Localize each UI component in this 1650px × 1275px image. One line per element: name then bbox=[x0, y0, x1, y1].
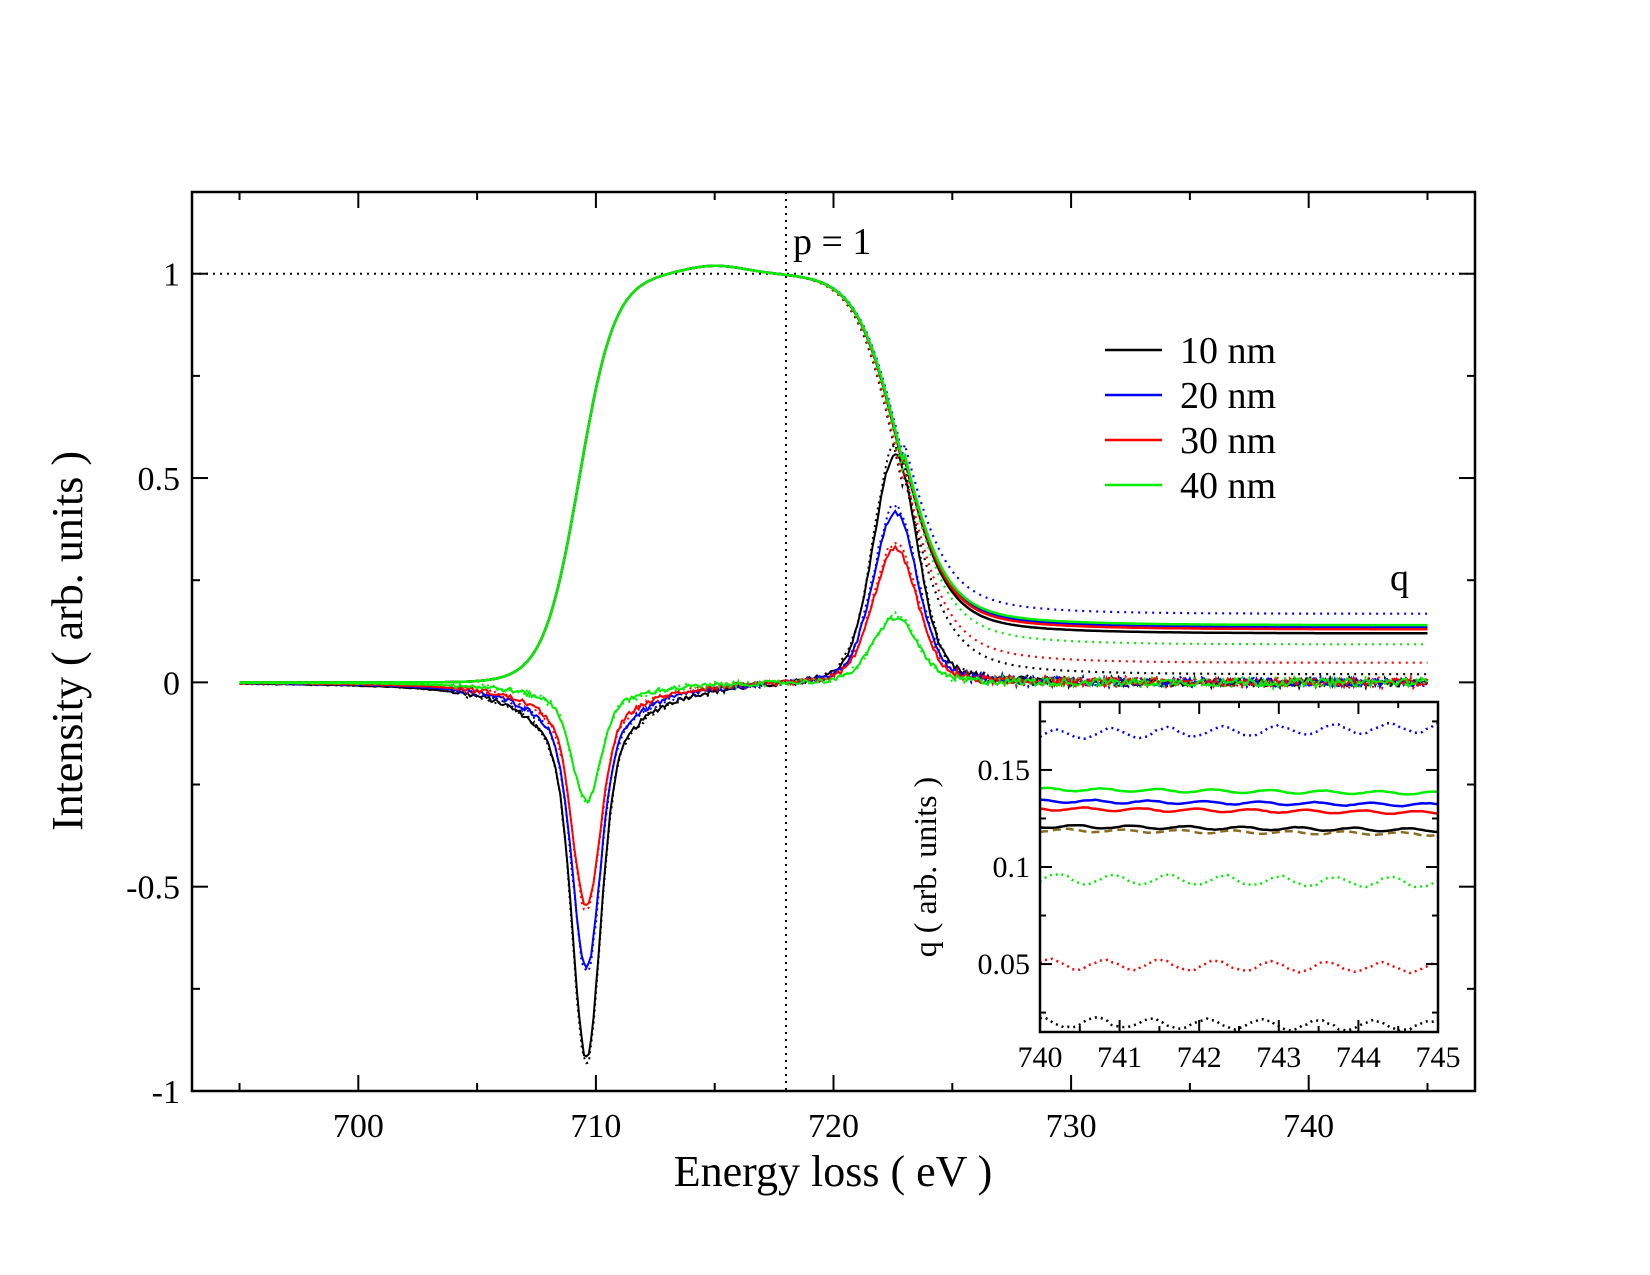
inset-x-tick-label: 741 bbox=[1097, 1041, 1142, 1074]
inset-line-20-nm-dotted bbox=[1039, 721, 1439, 741]
inset-background bbox=[1040, 702, 1438, 1032]
inset-x-tick-label: 745 bbox=[1416, 1041, 1461, 1074]
inset-line-40-nm-dotted bbox=[1039, 872, 1439, 889]
main-axis-ticks: 700 710 720 730 740 -1 -0.5 0 0.5 1 bbox=[126, 192, 1475, 1145]
legend-label-30nm: 30 nm bbox=[1180, 420, 1276, 462]
inset-axis-ticks: 740 741 742 743 744 745 0.05 0.1 0.15 bbox=[978, 702, 1461, 1074]
y-tick-label: -1 bbox=[152, 1074, 180, 1111]
x-axis-title: Energy loss ( eV ) bbox=[674, 1147, 993, 1196]
main-series-group bbox=[239, 264, 1429, 1065]
series-40nm-xmcd bbox=[239, 615, 1429, 803]
q-label: q bbox=[1390, 557, 1409, 599]
main-reference-lines bbox=[192, 192, 1475, 1091]
inset-y-tick-label: 0.1 bbox=[993, 851, 1031, 884]
inset-x-tick-label: 744 bbox=[1336, 1041, 1381, 1074]
legend: 10 nm 20 nm 30 nm 40 nm bbox=[1105, 330, 1276, 507]
series-40nm-integral bbox=[239, 264, 1428, 684]
inset-line-reference-dashed bbox=[1039, 827, 1439, 837]
series-30nm-xmcd-dotted bbox=[239, 541, 1429, 911]
inset-line-30-nm-solid bbox=[1039, 806, 1439, 816]
inset-line-20-nm-solid bbox=[1039, 798, 1439, 808]
legend-label-20nm: 20 nm bbox=[1180, 375, 1276, 417]
x-tick-label: 720 bbox=[808, 1108, 859, 1145]
inset-y-axis-title: q ( arb. units ) bbox=[907, 777, 943, 957]
inset-y-tick-label: 0.05 bbox=[978, 948, 1031, 981]
y-tick-label: 0 bbox=[163, 665, 180, 702]
x-tick-label: 730 bbox=[1046, 1108, 1097, 1145]
inset-x-tick-label: 740 bbox=[1018, 1041, 1063, 1074]
y-tick-label: 0.5 bbox=[138, 461, 181, 498]
legend-label-40nm: 40 nm bbox=[1180, 465, 1276, 507]
x-tick-label: 740 bbox=[1283, 1108, 1334, 1145]
legend-label-10nm: 10 nm bbox=[1180, 330, 1276, 372]
y-tick-label: -0.5 bbox=[126, 870, 180, 907]
inset-line-10-nm-dotted bbox=[1039, 1015, 1439, 1033]
y-axis-title: Intensity ( arb. units ) bbox=[43, 451, 92, 831]
inset-line-10-nm-solid bbox=[1039, 823, 1439, 834]
inset-x-tick-label: 743 bbox=[1256, 1041, 1301, 1074]
y-tick-label: 1 bbox=[163, 257, 180, 294]
x-tick-label: 700 bbox=[333, 1108, 384, 1145]
x-tick-label: 710 bbox=[570, 1108, 621, 1145]
inset-y-tick-label: 0.15 bbox=[978, 754, 1031, 787]
inset-line-40-nm-solid bbox=[1039, 786, 1439, 796]
inset-lines-group bbox=[1039, 721, 1439, 1033]
inset-x-tick-label: 742 bbox=[1177, 1041, 1222, 1074]
series-30nm-xmcd bbox=[239, 544, 1429, 906]
inset-line-30-nm-dotted bbox=[1039, 957, 1439, 975]
p-label: p = 1 bbox=[793, 221, 871, 263]
